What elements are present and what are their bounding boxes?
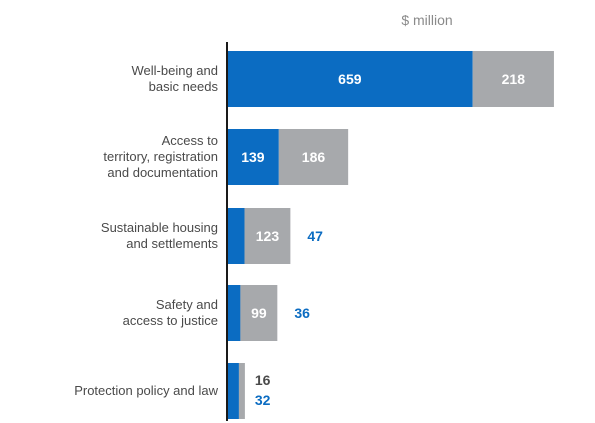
value-label-series0-cat3: 36 [294,305,310,321]
bar-series0-cat1 [227,129,279,185]
value-label-series1-cat0: 218 [502,71,526,87]
bars [227,51,554,419]
bar-series0-cat3 [227,285,241,341]
value-labels: 659 218 139 186 123 47 99 36 16 32 [241,71,525,408]
category-label-3-line-1: access to justice [123,313,218,328]
category-label-0-line-1: basic needs [149,79,219,94]
value-label-series1-cat3: 99 [251,305,267,321]
value-label-series1-cat1: 186 [302,149,326,165]
value-label-series1-cat4: 16 [255,372,271,388]
category-label-0-line-0: Well-being and [132,63,218,78]
bar-series0-cat4 [227,363,239,419]
value-label-series0-cat4: 32 [255,392,271,408]
category-label-1-line-0: Access to [162,133,218,148]
value-label-series0-cat1: 139 [241,149,265,165]
bar-series0-cat0 [227,51,473,107]
bar-series1-cat1 [278,129,349,185]
bar-series1-cat2 [244,208,291,264]
category-label-2-line-1: and settlements [126,236,218,251]
value-label-series0-cat2: 47 [307,228,323,244]
category-label-4-line-0: Protection policy and law [74,383,218,398]
bar-series1-cat3 [240,285,278,341]
bar-series0-cat2 [227,208,245,264]
unit-label: $ million [401,12,452,28]
category-label-1-line-2: and documentation [107,165,218,180]
bar-series1-cat0 [472,51,554,107]
bar-series1-cat4 [238,363,245,419]
value-label-series0-cat0: 659 [338,71,362,87]
category-label-2-line-0: Sustainable housing [101,220,218,235]
category-label-1-line-1: territory, registration [103,149,218,164]
value-label-series1-cat2: 123 [256,228,280,244]
category-label-3-line-0: Safety and [156,297,218,312]
